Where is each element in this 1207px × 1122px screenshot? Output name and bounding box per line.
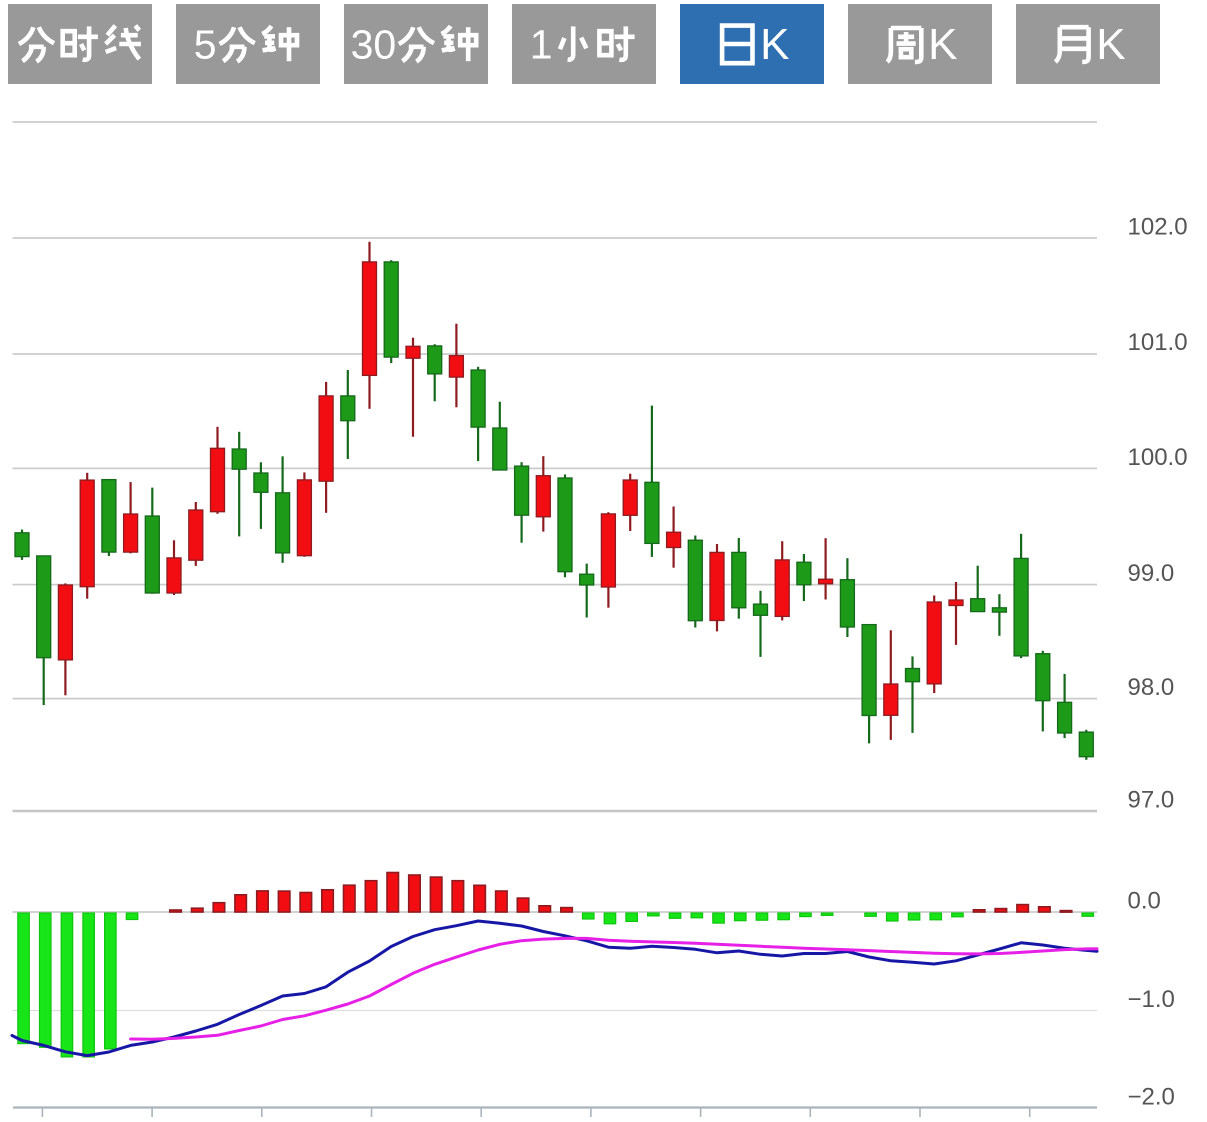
svg-text:0.0: 0.0 (1128, 888, 1161, 915)
svg-text:K: K (760, 20, 789, 69)
svg-text:97.0: 97.0 (1128, 787, 1175, 814)
svg-text:K: K (928, 20, 957, 69)
svg-text:98.0: 98.0 (1128, 674, 1175, 701)
svg-text:102.0: 102.0 (1128, 214, 1188, 241)
svg-text:99.0: 99.0 (1128, 560, 1175, 587)
svg-text:−1.0: −1.0 (1128, 986, 1175, 1013)
svg-text:100.0: 100.0 (1128, 444, 1188, 471)
svg-text:−2.0: −2.0 (1128, 1084, 1175, 1111)
svg-text:K: K (1096, 20, 1125, 69)
svg-text:30: 30 (351, 22, 397, 68)
svg-text:5: 5 (194, 22, 217, 68)
svg-text:1: 1 (530, 22, 553, 68)
svg-text:101.0: 101.0 (1128, 329, 1188, 356)
